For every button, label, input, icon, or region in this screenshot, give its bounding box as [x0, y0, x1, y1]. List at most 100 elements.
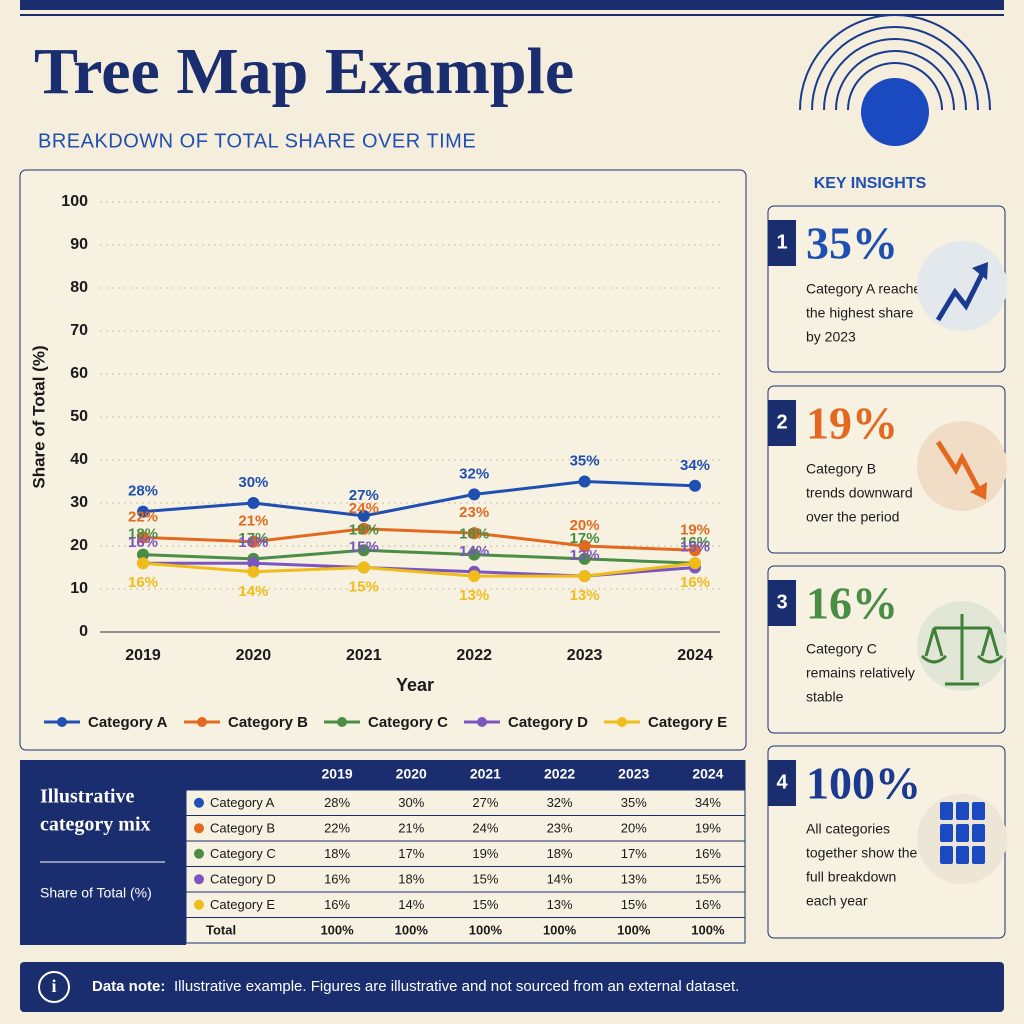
- data-label: 30%: [238, 474, 268, 491]
- table-cell: 15%: [472, 872, 498, 887]
- table-cell: 16%: [695, 846, 721, 861]
- card-text: full breakdown: [806, 869, 896, 885]
- card-badge: [768, 400, 796, 446]
- y-tick-label: 70: [70, 322, 88, 339]
- table-cell: 14%: [398, 897, 424, 912]
- card-icon-bg: [917, 421, 1007, 511]
- table-cell: 18%: [547, 846, 573, 861]
- table-header: [186, 760, 745, 790]
- legend-dot: [477, 717, 487, 727]
- series-line: [142, 527, 696, 552]
- table-cell: 24%: [472, 821, 498, 836]
- table-col-header: 2023: [618, 766, 649, 782]
- legend-label: Category A: [88, 714, 168, 731]
- data-point: [357, 522, 370, 535]
- card-badge: [768, 220, 796, 266]
- table-cell: 15%: [621, 897, 647, 912]
- table-subtitle: Share of Total (%): [40, 885, 152, 901]
- card-text: each year: [806, 893, 868, 909]
- y-tick-label: 30: [70, 494, 88, 511]
- table-row-label: Category C: [210, 846, 276, 861]
- data-point: [357, 561, 370, 574]
- icon-square: [956, 802, 969, 820]
- table-cell: 30%: [398, 795, 424, 810]
- card-text: Category B: [806, 461, 876, 477]
- y-tick-label: 40: [70, 451, 88, 468]
- card-number: 1: [776, 231, 787, 253]
- table-col-header: 2019: [322, 766, 353, 782]
- data-label: 27%: [349, 487, 379, 504]
- table-cell: 20%: [621, 821, 647, 836]
- table-row: [185, 917, 746, 944]
- legend-dot: [337, 717, 347, 727]
- data-label: 19%: [349, 521, 379, 538]
- table-cell: 18%: [324, 846, 350, 861]
- data-label: 21%: [238, 513, 268, 530]
- data-label: 16%: [238, 534, 268, 551]
- data-label: 28%: [128, 483, 158, 500]
- data-label: 18%: [459, 526, 489, 543]
- series-line: [142, 479, 696, 518]
- card-text: All categories: [806, 821, 890, 837]
- data-point: [468, 527, 481, 540]
- table-cell: 14%: [547, 872, 573, 887]
- table-cell: 32%: [547, 795, 573, 810]
- info-glyph: i: [51, 976, 56, 996]
- table-cell: 15%: [472, 897, 498, 912]
- y-tick-label: 100: [61, 193, 88, 210]
- table-cell: 23%: [547, 821, 573, 836]
- y-axis-title: Share of Total (%): [29, 345, 48, 488]
- y-tick-label: 20: [70, 537, 88, 554]
- data-point: [578, 570, 591, 583]
- data-point: [137, 505, 149, 518]
- legend-dot: [197, 717, 207, 727]
- decor-arcs: [799, 14, 991, 111]
- table-cell: 13%: [621, 872, 647, 887]
- table-dot: [194, 874, 204, 885]
- data-point: [468, 570, 481, 583]
- icon-square: [940, 802, 953, 820]
- data-label: 15%: [349, 578, 379, 595]
- series-line: [142, 561, 696, 578]
- data-label: 19%: [680, 521, 710, 538]
- data-point: [689, 479, 701, 492]
- icon-square: [940, 846, 953, 864]
- legend-dot: [57, 717, 67, 727]
- table-col-header: 2021: [470, 766, 501, 782]
- info-icon: [38, 971, 70, 1003]
- data-label: 13%: [570, 587, 600, 604]
- data-label: 34%: [680, 457, 710, 474]
- card-badge: [768, 580, 796, 626]
- icon-head: [970, 482, 987, 500]
- decor-circle: [861, 78, 929, 146]
- y-tick-label: 0: [79, 623, 88, 640]
- data-point: [468, 548, 481, 561]
- table-col-header: 2022: [544, 766, 575, 782]
- y-tick-label: 90: [70, 236, 88, 253]
- table-cell: 19%: [695, 821, 721, 836]
- table-dot: [194, 823, 204, 834]
- data-label: 16%: [128, 534, 158, 551]
- data-label: 32%: [459, 465, 489, 482]
- table-cell: 100%: [320, 923, 354, 938]
- table-cell: 15%: [695, 872, 721, 887]
- card-text: remains relatively: [806, 665, 915, 681]
- data-point: [578, 552, 591, 565]
- legend-label: Category D: [508, 714, 588, 731]
- icon-arrow: [935, 266, 988, 322]
- icon-square: [972, 824, 985, 842]
- data-label: 23%: [459, 504, 489, 521]
- table-title: Illustrative: [40, 786, 135, 808]
- data-label: 15%: [349, 538, 379, 555]
- table-dot: [194, 797, 204, 808]
- data-point: [247, 565, 260, 578]
- card-value: 19%: [806, 398, 898, 449]
- card-text: Category A reaches: [806, 281, 928, 297]
- table-cell: 100%: [691, 923, 725, 938]
- x-tick-label: 2023: [567, 647, 603, 664]
- table-cell: 19%: [472, 846, 498, 861]
- data-point: [578, 540, 591, 552]
- data-point: [468, 488, 481, 501]
- card-text: trends downward: [806, 485, 913, 501]
